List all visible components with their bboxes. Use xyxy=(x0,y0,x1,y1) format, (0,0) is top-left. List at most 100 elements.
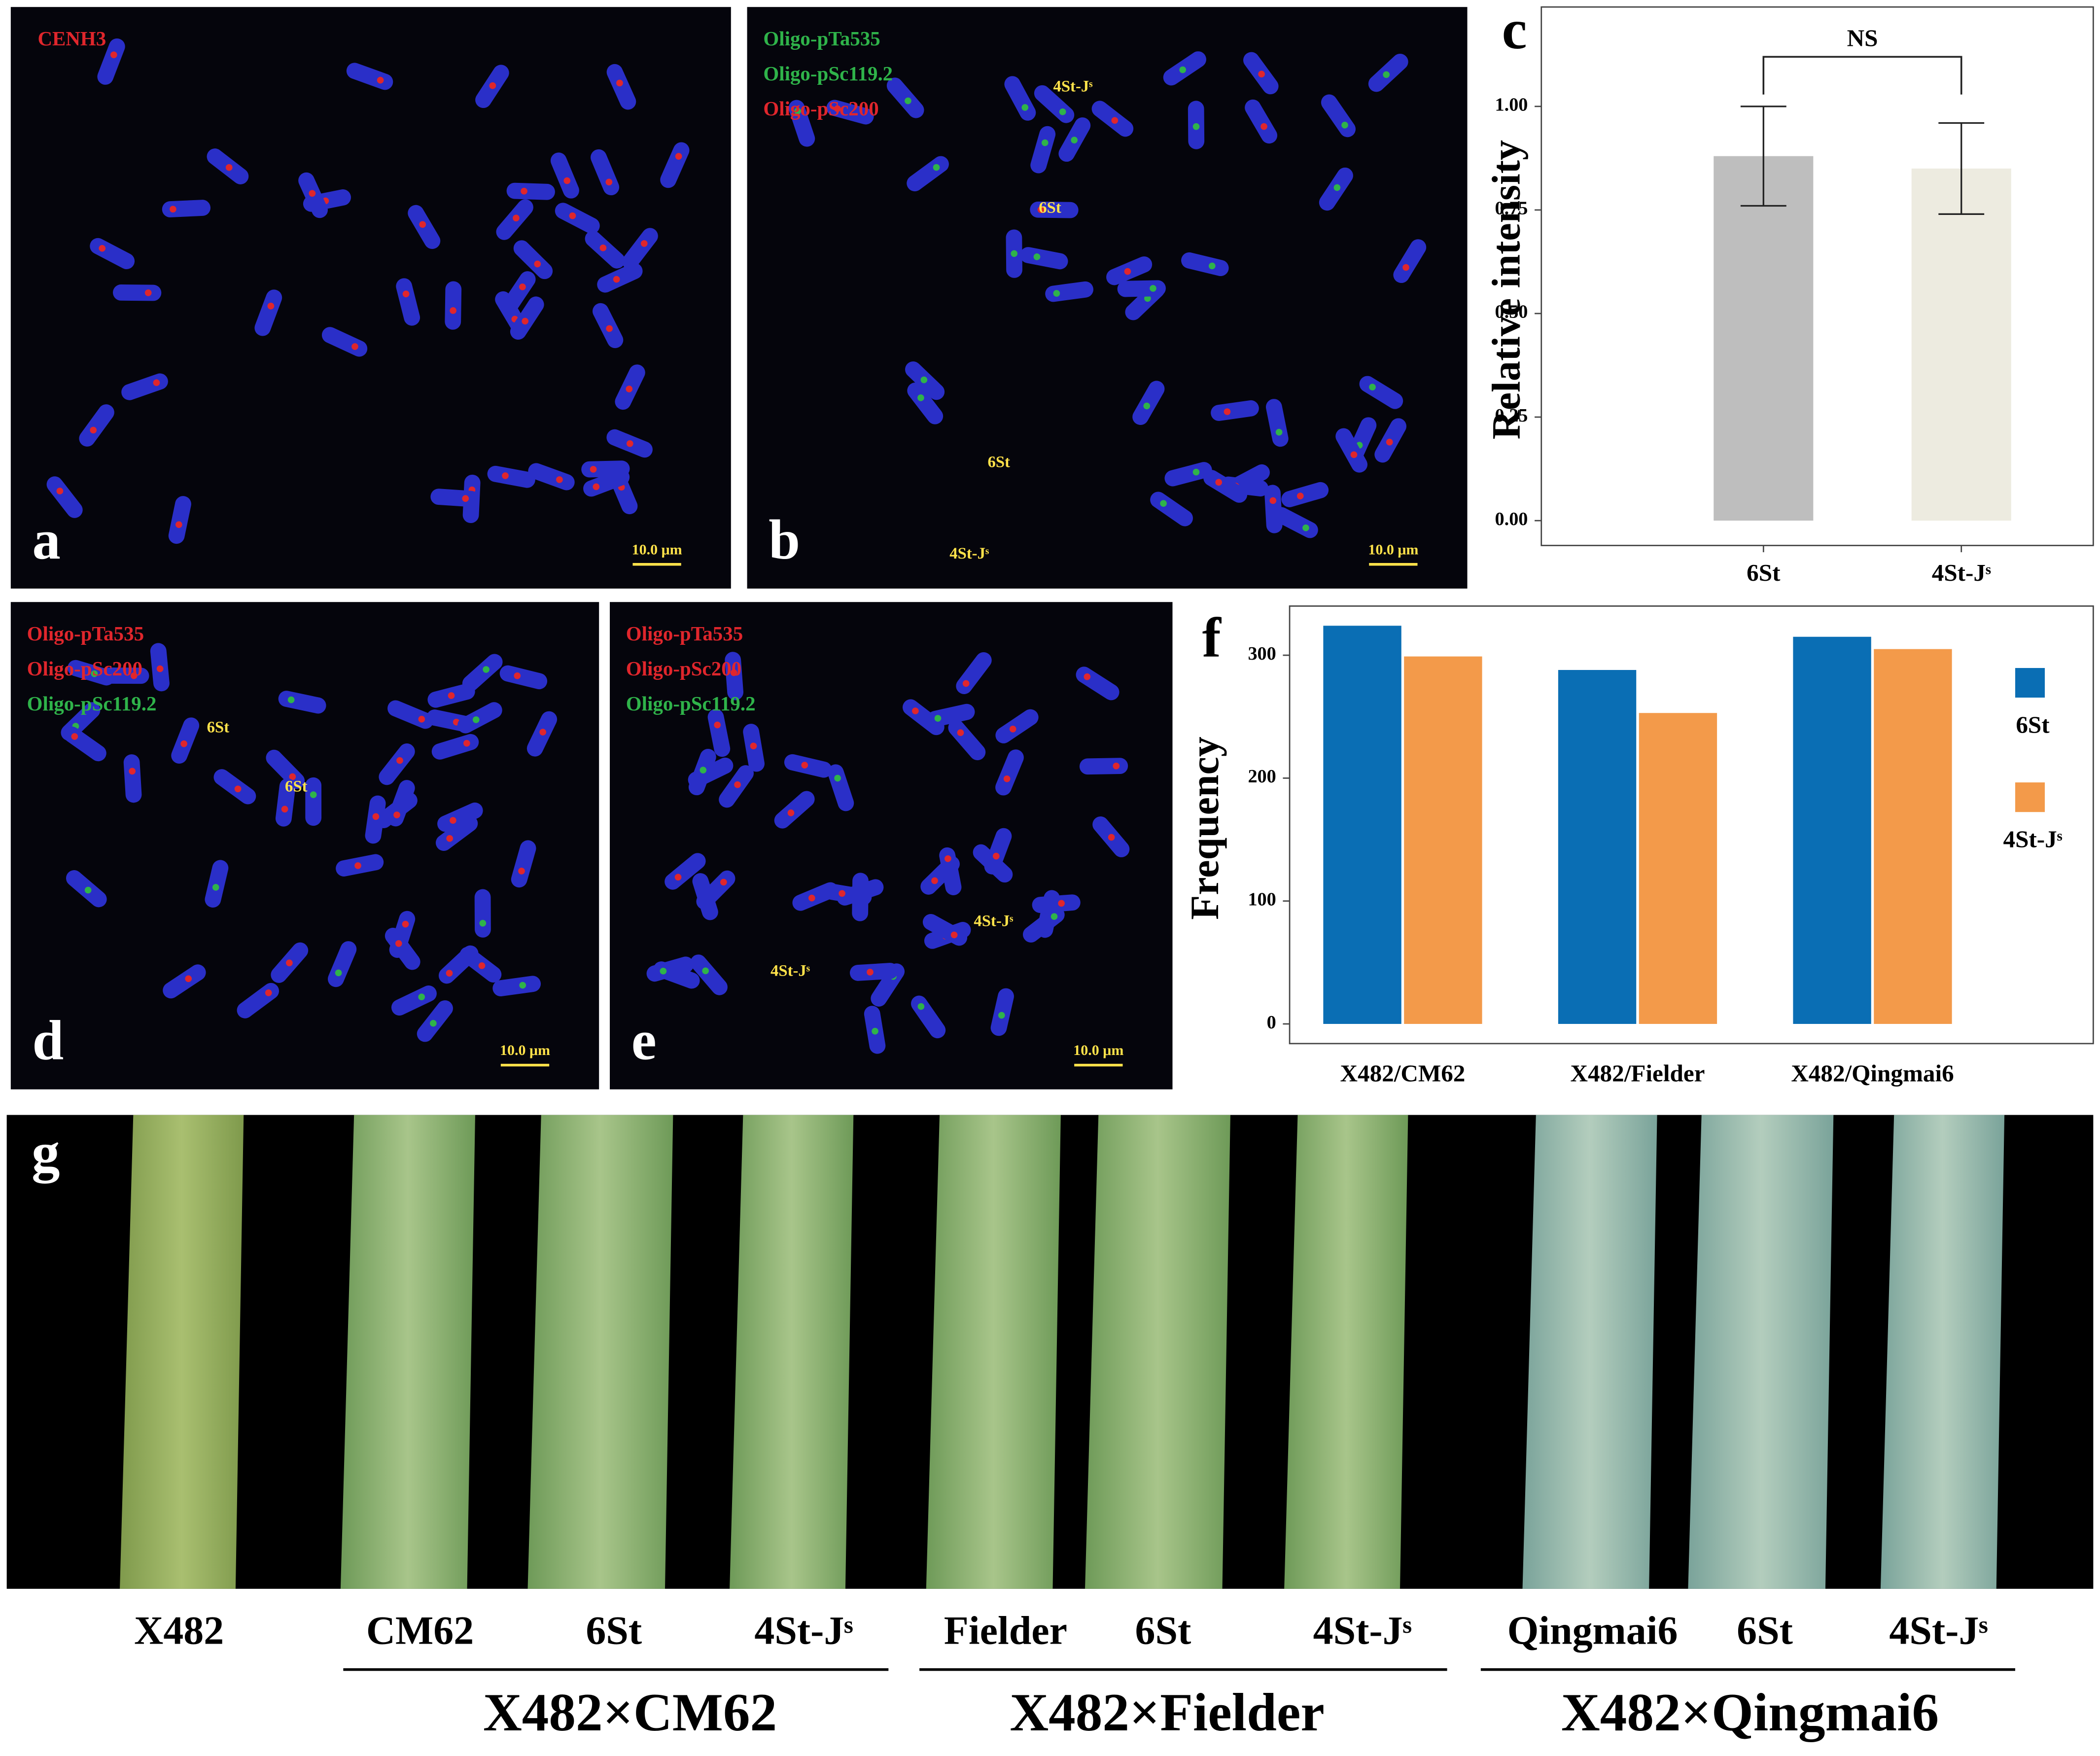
chromosome xyxy=(101,667,149,684)
chromosome xyxy=(437,802,483,832)
chromosome xyxy=(499,665,548,690)
chromosome xyxy=(1319,167,1353,211)
panel-letter: f xyxy=(1202,606,1222,669)
plot-frame xyxy=(1289,605,2094,1045)
probe-label: Oligo-pTa535 xyxy=(27,622,144,645)
chromosome xyxy=(387,700,434,729)
signal xyxy=(872,1027,878,1035)
chromosome-arm xyxy=(437,802,483,832)
chromosome xyxy=(385,927,420,970)
chromosome xyxy=(459,947,502,983)
scale-bar-label: 10.0 μm xyxy=(632,541,682,558)
chromosome xyxy=(254,289,282,336)
group-label: X482×Qingmai6 xyxy=(1561,1683,1939,1742)
signal xyxy=(144,289,152,296)
probe-label: CENH3 xyxy=(37,27,106,50)
chromosome xyxy=(1188,101,1205,149)
chromosome xyxy=(66,870,107,908)
signal xyxy=(962,680,970,687)
signal xyxy=(626,440,633,447)
signal xyxy=(212,884,219,891)
signal xyxy=(590,466,597,473)
signal xyxy=(534,260,541,268)
group-label: X482×CM62 xyxy=(483,1683,777,1742)
signal xyxy=(521,187,527,195)
signal xyxy=(1402,264,1409,271)
chromosome-arm xyxy=(555,203,600,234)
chromosome-arm xyxy=(1150,492,1193,527)
chromosome-arm xyxy=(660,142,690,188)
chromosome-arm xyxy=(1281,482,1329,507)
chromosome-arm xyxy=(1265,399,1289,447)
chromosome-arm xyxy=(513,240,553,280)
signal xyxy=(1009,726,1016,733)
signal xyxy=(462,495,469,502)
signal xyxy=(1021,104,1029,111)
y-tick-label: 0.75 xyxy=(1495,198,1528,219)
chromosome xyxy=(550,152,579,199)
signal xyxy=(180,740,187,747)
signal xyxy=(522,317,529,325)
signal xyxy=(478,962,486,969)
chromosome xyxy=(510,296,544,340)
chromosome-annotation: 6St xyxy=(1039,199,1061,216)
chromosome xyxy=(922,913,968,946)
chromosome xyxy=(321,327,368,357)
chromosome-arm xyxy=(550,152,579,199)
chromosome xyxy=(585,230,625,269)
leaf xyxy=(1522,1115,1657,1589)
chromosome xyxy=(719,765,754,808)
signal xyxy=(1084,673,1091,680)
signal xyxy=(1258,70,1265,78)
chromosome-arm xyxy=(581,460,630,478)
leaf xyxy=(1284,1115,1408,1589)
signal xyxy=(1192,123,1200,130)
chromosome xyxy=(581,460,630,478)
chromosome xyxy=(1030,201,1079,218)
chromosome xyxy=(123,754,142,803)
signal xyxy=(640,240,648,247)
signal xyxy=(599,244,607,251)
bar xyxy=(1911,168,2011,521)
signal xyxy=(1302,524,1309,531)
scale-bar-label: 10.0 μm xyxy=(1368,541,1418,558)
leaf xyxy=(527,1115,673,1589)
chromosome-arm xyxy=(528,463,575,491)
probe-label: Oligo-pSc119.2 xyxy=(27,692,157,715)
chromosome xyxy=(622,228,658,270)
probe-label: Oligo-pSc200 xyxy=(27,657,142,680)
chromosome-arm xyxy=(506,182,555,200)
chromosome-arm xyxy=(123,754,142,803)
chromosome-arm xyxy=(430,489,479,507)
signal xyxy=(156,665,164,672)
chromosome-annotation: 4St-Jˢ xyxy=(949,545,989,562)
signal xyxy=(660,967,667,975)
signal xyxy=(675,153,682,160)
bar xyxy=(1404,656,1482,1024)
chromosome-arm xyxy=(948,719,986,761)
panel-letter: c xyxy=(1502,0,1527,61)
chromosome-arm xyxy=(391,985,437,1016)
chromosome xyxy=(1273,507,1318,538)
chromosome-arm xyxy=(984,828,1012,875)
chromosome-annotation: 4St-Jˢ xyxy=(974,913,1013,930)
chromosome xyxy=(990,988,1014,1036)
chromosome xyxy=(864,1006,886,1054)
chromosome xyxy=(275,778,296,827)
signal xyxy=(1011,250,1018,257)
chromosome-arm xyxy=(168,496,191,544)
y-tick-label: 200 xyxy=(1248,766,1276,787)
chromosome xyxy=(956,652,992,694)
chromosome xyxy=(827,764,854,811)
chromosome xyxy=(487,465,535,488)
chromosome xyxy=(207,148,249,184)
signal xyxy=(700,767,707,773)
signal xyxy=(917,1003,925,1010)
probe-label: Oligo-pSc200 xyxy=(763,97,878,120)
chromosome xyxy=(788,100,815,147)
chromosome xyxy=(391,985,437,1016)
leaf xyxy=(1085,1115,1230,1589)
chromosome-arm xyxy=(396,278,420,326)
chromosome-arm xyxy=(163,964,206,999)
signal xyxy=(539,729,547,736)
